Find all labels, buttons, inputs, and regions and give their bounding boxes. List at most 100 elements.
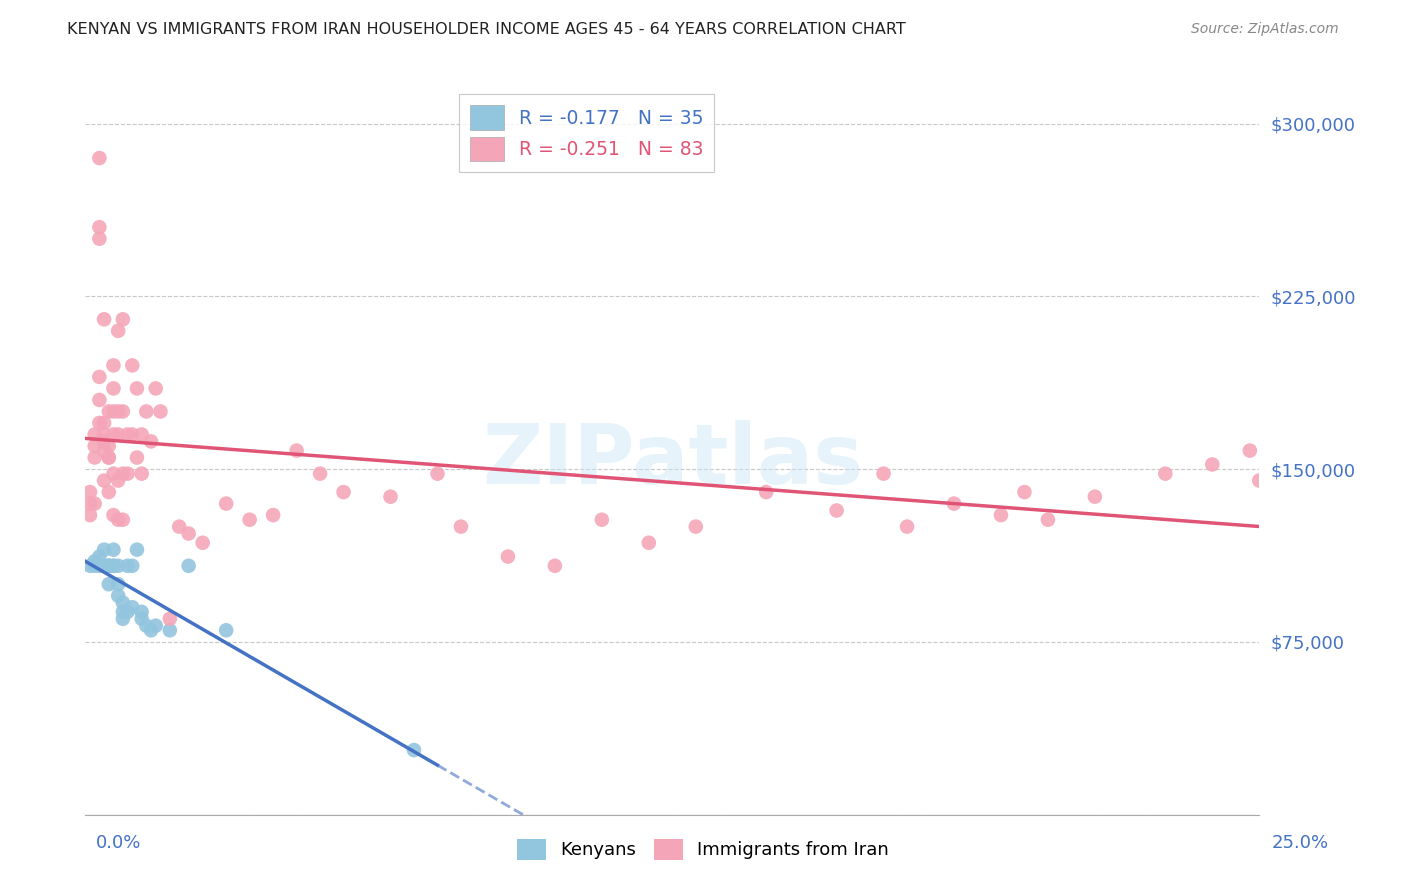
Point: [93, 542, 115, 557]
Point: [111, 612, 134, 626]
Point: [125, 381, 148, 395]
Point: [97, 558, 120, 573]
Point: [111, 312, 134, 326]
Point: [943, 497, 966, 511]
Point: [1249, 474, 1271, 488]
Point: [103, 427, 125, 442]
Point: [1201, 458, 1223, 472]
Point: [131, 605, 153, 619]
Point: [117, 427, 139, 442]
Legend: R = -0.177   N = 35, R = -0.251   N = 83: R = -0.177 N = 35, R = -0.251 N = 83: [458, 95, 714, 172]
Point: [103, 359, 125, 373]
Point: [332, 485, 354, 500]
Point: [93, 558, 115, 573]
Point: [107, 404, 129, 418]
Point: [89, 220, 111, 235]
Point: [89, 558, 111, 573]
Text: Source: ZipAtlas.com: Source: ZipAtlas.com: [1191, 22, 1339, 37]
Point: [93, 443, 115, 458]
Point: [103, 381, 125, 395]
Point: [1239, 443, 1261, 458]
Point: [239, 513, 262, 527]
Point: [215, 624, 238, 638]
Point: [191, 535, 214, 549]
Point: [149, 404, 172, 418]
Point: [103, 558, 125, 573]
Point: [111, 596, 134, 610]
Point: [107, 589, 129, 603]
Text: KENYAN VS IMMIGRANTS FROM IRAN HOUSEHOLDER INCOME AGES 45 - 64 YEARS CORRELATION: KENYAN VS IMMIGRANTS FROM IRAN HOUSEHOLD…: [67, 22, 907, 37]
Point: [103, 467, 125, 481]
Point: [79, 485, 101, 500]
Point: [93, 558, 115, 573]
Point: [79, 508, 101, 522]
Point: [93, 434, 115, 449]
Point: [107, 427, 129, 442]
Point: [496, 549, 519, 564]
Point: [111, 605, 134, 619]
Point: [125, 450, 148, 465]
Point: [89, 416, 111, 430]
Point: [83, 427, 105, 442]
Point: [89, 549, 111, 564]
Point: [107, 513, 129, 527]
Point: [135, 618, 157, 632]
Point: [872, 467, 894, 481]
Point: [93, 416, 115, 430]
Point: [167, 519, 190, 533]
Point: [145, 381, 167, 395]
Point: [117, 467, 139, 481]
Point: [426, 467, 449, 481]
Point: [89, 392, 111, 407]
Point: [309, 467, 332, 481]
Point: [97, 485, 120, 500]
Point: [83, 554, 105, 568]
Point: [1036, 513, 1059, 527]
Point: [1084, 490, 1107, 504]
Point: [103, 508, 125, 522]
Point: [97, 558, 120, 573]
Point: [97, 450, 120, 465]
Point: [89, 370, 111, 384]
Point: [139, 434, 162, 449]
Point: [107, 324, 129, 338]
Point: [450, 519, 472, 533]
Point: [111, 467, 134, 481]
Point: [97, 450, 120, 465]
Point: [103, 542, 125, 557]
Point: [83, 439, 105, 453]
Point: [111, 513, 134, 527]
Point: [79, 558, 101, 573]
Point: [79, 497, 101, 511]
Point: [1154, 467, 1177, 481]
Point: [83, 450, 105, 465]
Point: [285, 443, 308, 458]
Point: [121, 558, 143, 573]
Point: [135, 404, 157, 418]
Point: [896, 519, 918, 533]
Point: [825, 503, 848, 517]
Point: [103, 558, 125, 573]
Point: [97, 439, 120, 453]
Point: [107, 558, 129, 573]
Point: [121, 427, 143, 442]
Point: [177, 526, 200, 541]
Point: [103, 404, 125, 418]
Point: [380, 490, 402, 504]
Point: [97, 577, 120, 591]
Point: [990, 508, 1012, 522]
Point: [93, 427, 115, 442]
Point: [402, 743, 425, 757]
Point: [159, 612, 181, 626]
Point: [131, 612, 153, 626]
Point: [159, 624, 181, 638]
Point: [177, 558, 200, 573]
Point: [755, 485, 778, 500]
Point: [111, 404, 134, 418]
Point: [117, 605, 139, 619]
Point: [637, 535, 659, 549]
Point: [83, 497, 105, 511]
Point: [131, 467, 153, 481]
Point: [97, 558, 120, 573]
Point: [107, 474, 129, 488]
